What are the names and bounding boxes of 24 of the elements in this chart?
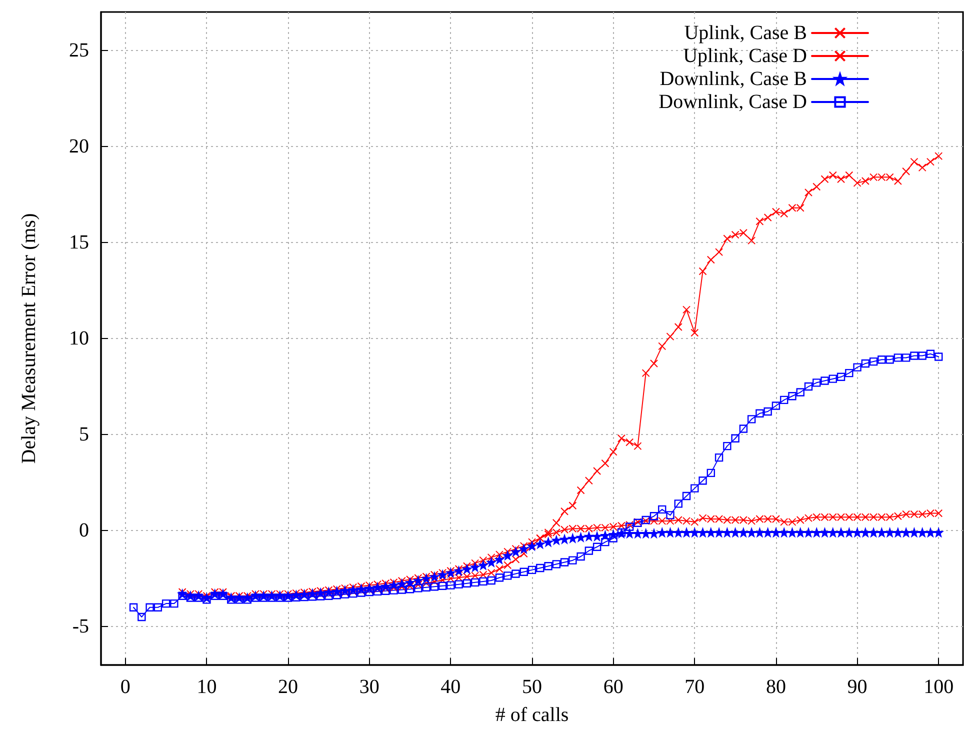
x-tick-label: 60 <box>603 676 624 698</box>
legend-label: Downlink, Case B <box>660 68 807 90</box>
y-axis-title: Delay Measurement Error (ms) <box>18 213 40 464</box>
y-tick-label: 25 <box>69 39 89 62</box>
x-tick-label: 70 <box>684 676 705 698</box>
y-tick-label: 15 <box>69 231 89 254</box>
x-tick-label: 0 <box>120 676 130 698</box>
x-tick-label: 40 <box>440 676 461 698</box>
x-axis-title: # of calls <box>495 704 569 726</box>
x-tick-label: 90 <box>847 676 868 698</box>
x-tick-label: 30 <box>359 676 380 698</box>
y-tick-label: 5 <box>79 424 89 446</box>
x-tick-label: 80 <box>766 676 786 698</box>
y-tick-label: 20 <box>69 135 89 158</box>
y-tick-label: 0 <box>79 520 89 542</box>
x-tick-label: 50 <box>522 676 542 698</box>
legend-label: Uplink, Case D <box>683 45 807 67</box>
y-tick-label: -5 <box>72 616 89 638</box>
legend-label: Downlink, Case D <box>658 91 807 113</box>
x-tick-label: 10 <box>196 676 217 698</box>
y-tick-label: 10 <box>69 328 89 350</box>
x-tick-label: 100 <box>924 676 954 698</box>
legend-label: Uplink, Case B <box>684 22 807 44</box>
x-tick-label: 20 <box>278 676 298 698</box>
